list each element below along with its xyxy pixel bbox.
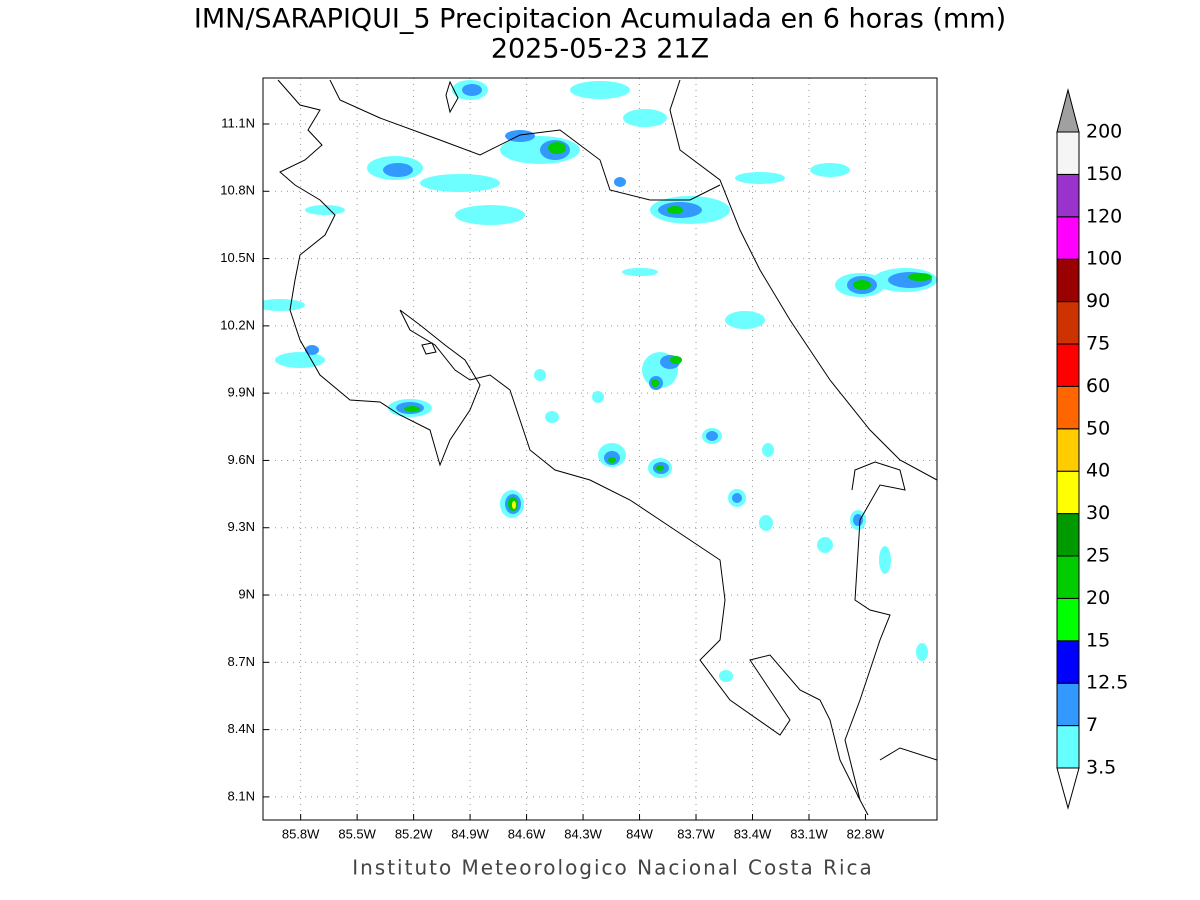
colorbar-box	[1056, 640, 1080, 684]
colorbar-label: 40	[1086, 460, 1110, 482]
y-tick-label: 10.8N	[220, 183, 255, 198]
subtitle: 2025-05-23 21Z	[491, 34, 709, 65]
map-area	[262, 77, 938, 821]
y-tick-label: 8.4N	[228, 721, 255, 736]
title: IMN/SARAPIQUI_5 Precipitacion Acumulada …	[194, 4, 1006, 35]
x-tick-label: 84W	[626, 826, 653, 841]
colorbar-label: 12.5	[1086, 672, 1128, 694]
colorbar-box	[1056, 428, 1080, 472]
colorbar: 3.5 7 12.5 15 20 25 30 40 50 60 75 90 100 120 150 200	[1056, 88, 1128, 810]
y-tick-label: 9.3N	[228, 519, 255, 534]
x-tick-label: 85.2W	[395, 826, 433, 841]
y-tick-label: 8.7N	[228, 654, 255, 669]
x-tick-label: 83.4W	[734, 826, 772, 841]
colorbar-label: 7	[1086, 714, 1098, 736]
colorbar-label: 150	[1086, 163, 1122, 185]
colorbar-box	[1056, 725, 1080, 769]
colorbar-box	[1056, 258, 1080, 303]
coastline	[277, 79, 937, 816]
precipitation	[263, 80, 937, 682]
x-tick-label: 83.1W	[790, 826, 828, 841]
x-tick-label: 84.6W	[508, 826, 546, 841]
y-tick-label: 9N	[238, 586, 255, 601]
colorbar-label: 30	[1086, 502, 1110, 524]
colorbar-box	[1056, 470, 1080, 515]
colorbar-box	[1056, 216, 1080, 260]
colorbar-label: 75	[1086, 333, 1110, 355]
x-tick-label: 83.7W	[677, 826, 715, 841]
x-tick-label: 82.8W	[847, 826, 885, 841]
colorbar-box	[1056, 173, 1080, 218]
colorbar-label: 100	[1086, 248, 1122, 270]
colorbar-label: 50	[1086, 417, 1110, 439]
colorbar-over	[1056, 88, 1080, 133]
footer: Instituto Meteorologico Nacional Costa R…	[352, 856, 874, 880]
colorbar-label: 3.5	[1086, 757, 1116, 779]
colorbar-box	[1056, 301, 1080, 345]
colorbar-under	[1056, 767, 1080, 810]
y-tick-label: 10.2N	[220, 317, 255, 332]
colorbar-box	[1056, 343, 1080, 387]
colorbar-label: 90	[1086, 290, 1110, 312]
x-tick-label: 85.8W	[282, 826, 320, 841]
colorbar-label: 60	[1086, 375, 1110, 397]
colorbar-box	[1056, 597, 1080, 642]
y-tick-label: 8.1N	[228, 788, 255, 803]
colorbar-box	[1056, 513, 1080, 557]
colorbar-box	[1056, 131, 1080, 175]
x-tick-label: 84.9W	[451, 826, 489, 841]
x-tick-label: 85.5W	[338, 826, 376, 841]
y-tick-label: 10.5N	[220, 250, 255, 265]
colorbar-label: 120	[1086, 205, 1122, 227]
colorbar-box	[1056, 385, 1080, 430]
y-tick-label: 9.9N	[228, 385, 255, 400]
colorbar-label: 20	[1086, 587, 1110, 609]
y-tick-label: 9.6N	[228, 452, 255, 467]
colorbar-box	[1056, 682, 1080, 727]
x-tick-label: 84.3W	[564, 826, 602, 841]
colorbar-label: 200	[1086, 121, 1122, 143]
colorbar-label: 25	[1086, 545, 1110, 567]
map-frame	[262, 77, 938, 821]
colorbar-box	[1056, 555, 1080, 599]
colorbar-label: 15	[1086, 629, 1110, 651]
y-tick-label: 11.1N	[221, 115, 255, 130]
